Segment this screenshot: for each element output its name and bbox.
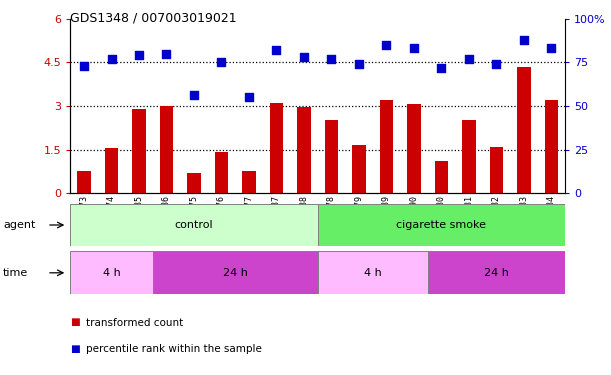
Text: 24 h: 24 h (484, 268, 509, 278)
Text: transformed count: transformed count (86, 318, 183, 327)
Text: cigarette smoke: cigarette smoke (397, 220, 486, 230)
Point (492, 61, 502, 67)
Bar (159, 106, 174, 193)
Bar (462, 120, 476, 193)
Bar (153, 251, 318, 294)
Bar (269, 103, 284, 193)
Bar (324, 120, 338, 193)
Text: control: control (175, 220, 213, 230)
Text: GDS1348 / 007003019021: GDS1348 / 007003019021 (70, 11, 237, 24)
Bar (104, 148, 119, 193)
Point (437, 64, 447, 70)
Bar (77, 171, 91, 193)
Bar (297, 107, 311, 193)
Text: ■: ■ (70, 318, 80, 327)
Bar (70, 251, 153, 294)
Bar (489, 147, 503, 193)
Point (134, 53, 144, 58)
Text: percentile rank within the sample: percentile rank within the sample (86, 344, 262, 354)
Point (354, 61, 364, 67)
Text: time: time (3, 268, 28, 278)
Point (161, 51, 171, 57)
Bar (132, 109, 146, 193)
Text: 4 h: 4 h (103, 268, 120, 278)
Text: agent: agent (3, 220, 35, 230)
Text: 4 h: 4 h (364, 268, 382, 278)
Point (272, 47, 282, 53)
Bar (428, 251, 565, 294)
Bar (318, 204, 565, 246)
Point (409, 45, 419, 51)
Bar (517, 67, 531, 193)
Bar (187, 173, 201, 193)
Bar (70, 204, 318, 246)
Point (381, 42, 392, 48)
Point (464, 56, 474, 62)
Bar (379, 100, 393, 193)
Point (299, 54, 309, 60)
Bar (214, 152, 229, 193)
Bar (434, 161, 448, 193)
Bar (318, 251, 428, 294)
Point (189, 93, 199, 99)
Point (79, 63, 89, 69)
Point (327, 56, 337, 62)
Point (547, 45, 557, 51)
Point (244, 94, 254, 100)
Point (107, 56, 117, 62)
Bar (407, 105, 421, 193)
Bar (352, 145, 366, 193)
Text: ■: ■ (70, 344, 80, 354)
Point (217, 59, 227, 65)
Bar (242, 171, 256, 193)
Point (519, 37, 529, 43)
Bar (544, 100, 558, 193)
Text: 24 h: 24 h (223, 268, 247, 278)
